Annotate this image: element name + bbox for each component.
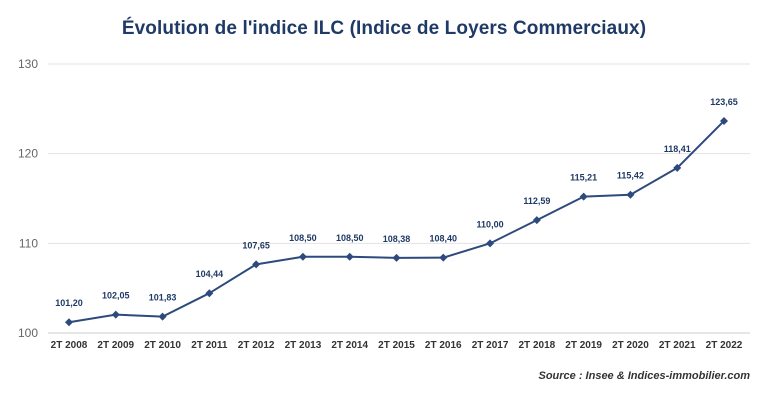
data-point [532, 216, 541, 225]
data-point [252, 260, 261, 269]
data-label: 108,38 [383, 234, 411, 244]
x-tick-label: 2T 2015 [378, 340, 415, 351]
data-label: 110,00 [477, 219, 504, 229]
data-point [673, 163, 682, 172]
chart-title: Évolution de l'indice ILC (Indice de Loy… [121, 18, 647, 39]
y-tick-label: 130 [18, 57, 38, 71]
data-point [205, 289, 214, 298]
x-tick-label: 2T 2009 [97, 340, 134, 351]
data-point [111, 310, 120, 319]
x-tick-label: 2T 2013 [285, 340, 322, 351]
x-tick-label: 2T 2008 [51, 340, 88, 351]
data-point [298, 252, 307, 261]
x-tick-label: 2T 2012 [238, 340, 275, 351]
data-label: 107,65 [242, 240, 270, 250]
x-tick-label: 2T 2022 [706, 340, 743, 351]
data-label: 108,50 [336, 233, 364, 243]
y-tick-label: 110 [19, 236, 38, 250]
data-label: 104,44 [196, 269, 224, 279]
x-tick-label: 2T 2016 [425, 340, 462, 351]
data-label: 123,65 [710, 97, 738, 107]
source-note: Source : Insee & Indices-immobilier.com [538, 370, 750, 382]
data-point [439, 253, 448, 262]
data-label: 115,42 [617, 171, 644, 181]
data-label: 101,83 [149, 293, 177, 303]
data-point [579, 192, 588, 201]
data-label: 108,40 [430, 234, 458, 244]
x-tick-label: 2T 2011 [191, 340, 228, 351]
data-point [65, 318, 73, 327]
data-label: 101,20 [55, 298, 83, 308]
y-tick-label: 100 [18, 326, 38, 340]
data-point [720, 116, 728, 125]
data-point [345, 252, 354, 261]
x-tick-label: 2T 2021 [659, 340, 696, 351]
data-label: 115,21 [570, 173, 597, 183]
data-label: 102,05 [102, 291, 130, 301]
data-point [626, 190, 635, 199]
data-label: 112,59 [523, 196, 550, 206]
data-label: 108,50 [289, 233, 317, 243]
data-point [158, 312, 167, 321]
x-tick-label: 2T 2018 [519, 340, 556, 351]
x-tick-label: 2T 2017 [472, 340, 509, 351]
data-point [486, 239, 495, 248]
x-tick-label: 2T 2020 [612, 340, 649, 351]
x-tick-label: 2T 2019 [565, 340, 602, 351]
data-label: 118,41 [664, 144, 691, 154]
x-tick-label: 2T 2010 [144, 340, 181, 351]
data-point [392, 253, 401, 262]
y-tick-label: 120 [18, 147, 38, 161]
x-tick-label: 2T 2014 [331, 340, 368, 351]
